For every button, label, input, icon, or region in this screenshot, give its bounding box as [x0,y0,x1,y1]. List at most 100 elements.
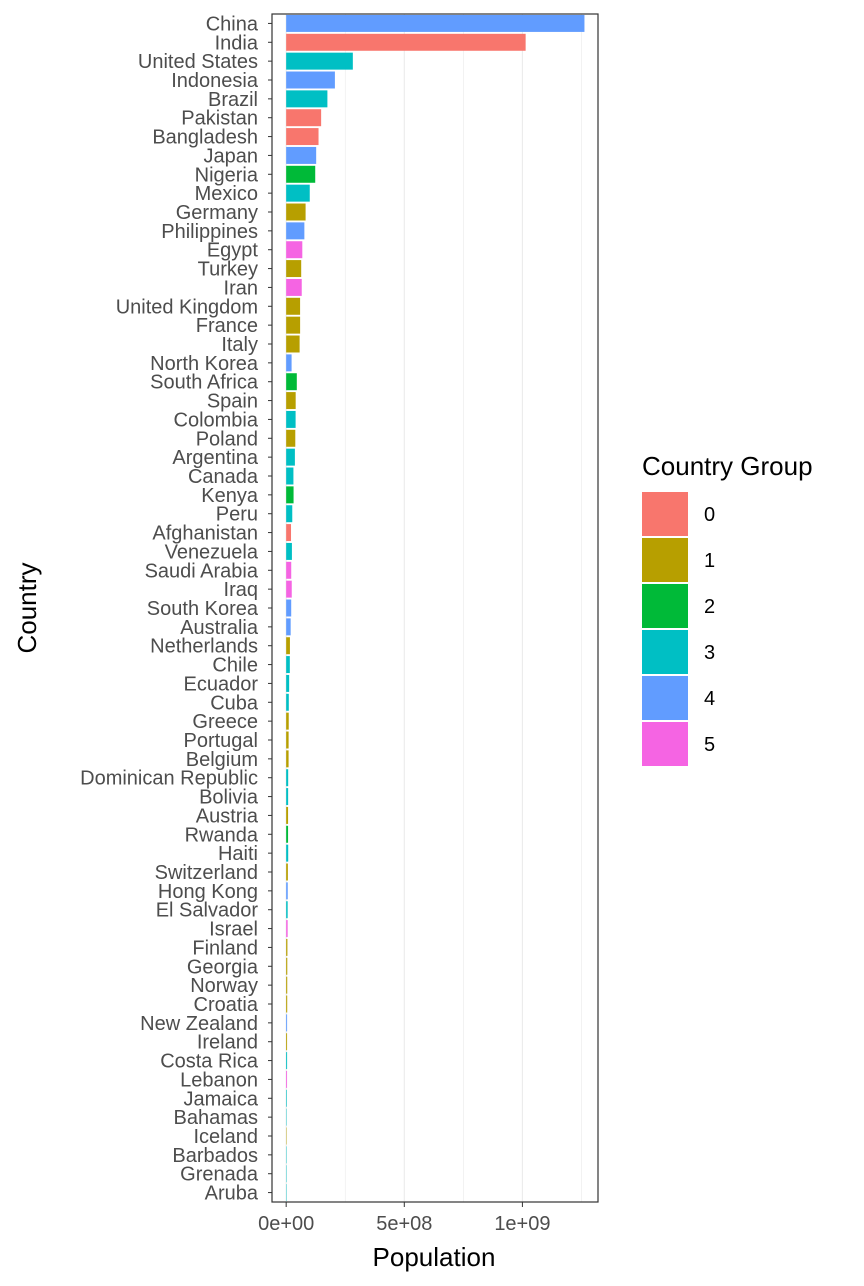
bar-el-salvador [286,901,288,919]
y-axis-title: Country [12,562,42,653]
y-tick-label: Saudi Arabia [145,560,259,582]
y-tick-label: China [206,13,259,35]
bar-switzerland [286,863,288,881]
y-tick-label: Hong Kong [158,881,258,903]
panel-border [271,13,599,1203]
y-tick-label: Dominican Republic [80,768,258,790]
y-tick-label: Canada [188,466,259,488]
bar-hong-kong [286,882,288,900]
y-tick-label: United States [138,51,258,73]
bar-brazil [286,90,328,108]
bar-ireland [286,1033,288,1051]
legend-key [642,538,688,582]
y-tick-label: North Korea [150,353,259,375]
bar-cuba [286,693,289,711]
y-tick-label: South Korea [147,598,259,620]
y-tick-label: Bolivia [199,787,259,809]
y-tick-label: Japan [204,145,259,167]
bar-croatia [286,995,288,1013]
legend-label: 5 [704,734,715,756]
y-tick-label: Spain [207,391,258,413]
y-tick-label: France [196,315,258,337]
grid-lines [285,14,582,1202]
bar-dominican-republic [286,769,289,787]
legend-label: 2 [704,596,715,618]
bar-india [286,33,526,51]
bar-chile [286,656,290,674]
legend-label: 1 [704,550,715,572]
legend-label: 3 [704,642,715,664]
bar-south-korea [286,599,292,617]
y-tick-label: Iraq [224,579,258,601]
bar-germany [286,203,306,221]
bar-united-kingdom [286,297,301,315]
legend: Country Group 0 1 2 3 4 5 [642,451,813,766]
y-tick-label: India [215,32,259,54]
bar-georgia [286,957,288,975]
y-tick-label: Lebanon [180,1069,258,1091]
bar-ecuador [286,674,290,692]
y-tick-label: Greece [192,711,258,733]
bar-greece [286,712,289,730]
y-tick-label: Grenada [180,1164,259,1186]
bar-australia [286,618,291,636]
y-tick-label: Chile [212,655,258,677]
y-tick-label: Bahamas [174,1107,259,1129]
bar-finland [286,938,288,956]
bar-haiti [286,844,289,862]
bar-bangladesh [286,128,319,146]
y-tick-label: Egypt [207,240,259,262]
y-tick-label: Italy [221,334,258,356]
y-tick-label: Kenya [201,485,259,507]
bar-belgium [286,750,289,768]
bar-portugal [286,731,289,749]
y-tick-label: Portugal [184,730,259,752]
y-tick-label: Rwanda [185,824,259,846]
y-tick-label: Afghanistan [152,523,258,545]
bar-austria [286,806,289,824]
y-tick-label: Poland [196,428,258,450]
y-tick-label: Croatia [194,994,259,1016]
y-tick-label: Iceland [194,1126,259,1148]
x-tick-label: 5e+08 [376,1213,432,1235]
bar-norway [286,976,288,994]
bar-jamaica [286,1089,287,1107]
y-tick-label: Peru [216,504,258,526]
bar-poland [286,429,296,447]
bar-saudi-arabia [286,561,292,579]
y-tick-label: Austria [196,805,259,827]
bar-afghanistan [286,524,292,542]
y-tick-label: Cuba [210,692,259,714]
bar-egypt [286,241,303,259]
y-tick-label: South Africa [150,372,259,394]
bar-colombia [286,410,296,428]
legend-key [642,584,688,628]
y-tick-label: Argentina [172,447,258,469]
bar-new-zealand [286,1014,288,1032]
bar-peru [286,505,293,523]
y-tick-label: Aruba [205,1183,259,1205]
y-tick-label: El Salvador [156,900,259,922]
bar-argentina [286,448,295,466]
x-tick-label: 0e+00 [258,1213,314,1235]
y-tick-label: Mexico [195,183,258,205]
legend-label: 4 [704,688,715,710]
y-tick-label: Philippines [161,221,258,243]
bar-kenya [286,486,294,504]
bar-costa-rica [286,1052,288,1070]
bar-bolivia [286,788,289,806]
x-axis-title: Population [373,1242,496,1272]
bar-china [286,14,585,32]
bar-nigeria [286,165,316,183]
bar-pakistan [286,109,322,127]
legend-key [642,630,688,674]
bar-lebanon [286,1070,288,1088]
bar-north-korea [286,354,292,372]
y-tick-label: Venezuela [165,541,259,563]
legend-key [642,676,688,720]
bar-united-states [286,52,353,70]
bar-iran [286,278,302,296]
y-tick-label: Costa Rica [160,1051,259,1073]
y-tick-label: Colombia [174,409,259,431]
y-tick-label: Germany [176,202,258,224]
